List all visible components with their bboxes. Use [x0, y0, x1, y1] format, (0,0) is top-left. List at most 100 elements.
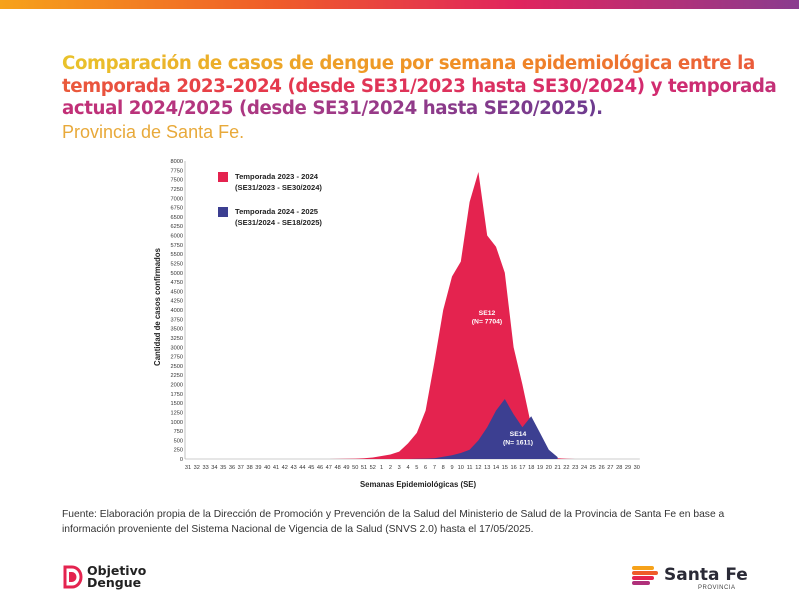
dengue-area-chart: 0250500750100012501500175020002250250027…	[153, 159, 640, 489]
y-tick-label: 5750	[171, 243, 183, 249]
y-tick-label: 1500	[171, 401, 183, 407]
series-area-2	[188, 399, 558, 459]
y-axis-title: Cantidad de casos confirmados	[153, 247, 162, 366]
x-tick-label: 17	[519, 465, 525, 471]
y-tick-label: 2250	[171, 373, 183, 379]
y-tick-label: 3250	[171, 336, 183, 342]
santa-fe-logo: Santa Fe PROVINCIA	[632, 565, 748, 591]
x-tick-label: 31	[185, 465, 191, 471]
y-tick-label: 6250	[171, 224, 183, 230]
y-tick-label: 750	[174, 429, 183, 435]
y-tick-label: 6000	[171, 234, 183, 240]
x-tick-label: 12	[475, 465, 481, 471]
x-tick-label: 20	[546, 465, 552, 471]
y-tick-label: 6750	[171, 206, 183, 212]
objetivo-dengue-logo: Objetivo Dengue	[63, 563, 147, 590]
y-tick-label: 4500	[171, 289, 183, 295]
x-tick-label: 39	[255, 465, 261, 471]
y-tick-label: 5500	[171, 252, 183, 258]
legend-label-line2: (SE31/2024 - SE18/2025)	[235, 218, 322, 227]
annotation-label: (N= 1611)	[503, 440, 533, 447]
x-tick-label: 38	[246, 465, 252, 471]
x-tick-label: 7	[433, 465, 436, 471]
y-tick-label: 6500	[171, 215, 183, 221]
x-tick-label: 35	[220, 465, 226, 471]
legend-label: Temporada 2024 - 2025	[235, 207, 319, 216]
x-tick-label: 52	[370, 465, 376, 471]
x-tick-label: 34	[211, 465, 217, 471]
x-tick-label: 24	[581, 465, 587, 471]
x-tick-label: 46	[317, 465, 323, 471]
annotation-label: (N= 7704)	[472, 319, 502, 326]
x-tick-label: 51	[361, 465, 367, 471]
x-tick-label: 2	[389, 465, 392, 471]
x-tick-label: 10	[458, 465, 464, 471]
x-tick-label: 3	[398, 465, 401, 471]
x-tick-label: 27	[607, 465, 613, 471]
x-tick-label: 8	[442, 465, 445, 471]
x-tick-label: 15	[502, 465, 508, 471]
x-tick-label: 30	[634, 465, 640, 471]
x-tick-label: 48	[334, 465, 340, 471]
legend-swatch	[218, 207, 228, 217]
x-tick-label: 29	[625, 465, 631, 471]
y-tick-label: 7000	[171, 196, 183, 202]
chart-title: Comparación de casos de dengue por seman…	[62, 53, 777, 119]
x-tick-label: 45	[308, 465, 314, 471]
annotation-label: SE14	[510, 431, 527, 438]
x-tick-label: 43	[290, 465, 296, 471]
x-tick-label: 41	[273, 465, 279, 471]
x-tick-label: 11	[467, 465, 473, 471]
y-tick-label: 4250	[171, 299, 183, 305]
y-tick-label: 1000	[171, 420, 183, 426]
annotation-label: SE12	[479, 310, 496, 317]
x-tick-label: 21	[554, 465, 560, 471]
x-tick-label: 42	[282, 465, 288, 471]
y-tick-label: 5000	[171, 271, 183, 277]
y-tick-label: 1250	[171, 410, 183, 416]
y-tick-label: 8000	[171, 159, 183, 165]
x-tick-label: 32	[194, 465, 200, 471]
y-tick-label: 250	[174, 448, 183, 454]
x-tick-label: 6	[424, 465, 427, 471]
y-tick-label: 3750	[171, 317, 183, 323]
logo-left-line2: Dengue	[87, 575, 142, 590]
x-tick-label: 19	[537, 465, 543, 471]
legend-label-line2: (SE31/2023 - SE30/2024)	[235, 183, 322, 192]
x-tick-label: 50	[352, 465, 358, 471]
y-tick-label: 2500	[171, 364, 183, 370]
y-tick-label: 3000	[171, 345, 183, 351]
x-tick-label: 13	[484, 465, 490, 471]
y-tick-label: 7250	[171, 187, 183, 193]
x-tick-label: 16	[510, 465, 516, 471]
y-tick-label: 1750	[171, 392, 183, 398]
legend-swatch	[218, 172, 228, 182]
x-tick-label: 22	[563, 465, 569, 471]
dengue-d-icon	[63, 565, 83, 589]
y-tick-label: 3500	[171, 327, 183, 333]
santa-fe-stripes-icon	[632, 566, 658, 585]
y-tick-label: 5250	[171, 261, 183, 267]
x-tick-label: 33	[202, 465, 208, 471]
x-tick-label: 9	[450, 465, 453, 471]
x-tick-label: 26	[598, 465, 604, 471]
logo-right-name: Santa Fe	[664, 565, 748, 585]
x-tick-label: 44	[299, 465, 305, 471]
y-tick-label: 7750	[171, 168, 183, 174]
y-tick-label: 4750	[171, 280, 183, 286]
y-tick-label: 4000	[171, 308, 183, 314]
logo-left-line1: Objetivo	[87, 563, 147, 578]
y-tick-label: 7500	[171, 178, 183, 184]
y-tick-label: 500	[174, 438, 183, 444]
x-tick-label: 47	[326, 465, 332, 471]
y-tick-label: 2750	[171, 355, 183, 361]
y-tick-label: 2000	[171, 383, 183, 389]
top-gradient-bar	[0, 0, 799, 9]
x-tick-label: 14	[493, 465, 499, 471]
source-note: Fuente: Elaboración propia de la Direcci…	[62, 509, 725, 535]
x-tick-label: 36	[229, 465, 235, 471]
x-tick-label: 28	[616, 465, 622, 471]
logo-right-sub: PROVINCIA	[698, 585, 736, 591]
chart-subtitle: Provincia de Santa Fe.	[62, 122, 245, 142]
legend-label: Temporada 2023 - 2024	[235, 172, 319, 181]
